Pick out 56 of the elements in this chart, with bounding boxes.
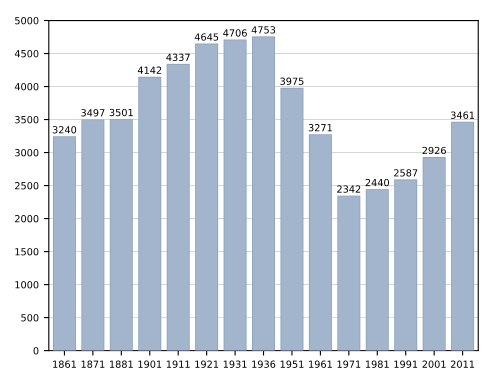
data-label: 4753 — [252, 26, 276, 34]
y-tick-label: 4500 — [14, 50, 38, 58]
data-label: 3240 — [52, 126, 76, 134]
y-tick-label: 500 — [21, 314, 38, 322]
bar — [366, 189, 389, 351]
x-tick-label: 1951 — [280, 360, 304, 368]
data-label: 4337 — [166, 54, 190, 62]
bar — [308, 134, 332, 351]
bar — [280, 88, 304, 351]
y-tick-label: 0 — [34, 347, 38, 354]
y-tick-label: 5000 — [15, 16, 38, 24]
x-tick-label: 1981 — [366, 360, 389, 368]
y-tick-label: 3500 — [15, 116, 38, 124]
bar — [252, 36, 276, 351]
x-tick-label: 1936 — [252, 360, 276, 368]
data-label: 4706 — [223, 29, 247, 37]
data-label: 2926 — [422, 146, 446, 154]
data-label: 4142 — [138, 66, 162, 74]
x-tick-label: 2001 — [422, 360, 446, 368]
bar — [224, 40, 247, 351]
bar — [337, 196, 360, 351]
y-tick-label: 3000 — [15, 149, 38, 156]
data-label: 2342 — [337, 185, 360, 193]
x-tick-label: 1991 — [394, 360, 418, 368]
data-label: 3497 — [81, 109, 104, 116]
data-label: 4645 — [194, 33, 218, 41]
x-tick-label: 2011 — [450, 360, 474, 368]
bar — [394, 179, 418, 351]
x-tick-label: 1911 — [166, 360, 190, 368]
bar — [138, 76, 162, 351]
bar — [166, 64, 190, 351]
x-tick-label: 1931 — [224, 360, 247, 368]
y-tick-label: 4000 — [14, 83, 38, 90]
y-tick-label: 1500 — [15, 248, 38, 256]
x-tick-label: 1901 — [138, 360, 162, 368]
data-label: 2587 — [394, 169, 418, 177]
bar — [110, 119, 133, 351]
x-tick-label: 1861 — [53, 360, 76, 368]
data-label: 3271 — [308, 124, 332, 132]
y-tick-label: 1000 — [15, 281, 38, 288]
data-label: 3461 — [450, 111, 474, 119]
bar — [81, 119, 104, 351]
x-tick-label: 1881 — [110, 360, 133, 368]
bar — [422, 157, 446, 351]
x-tick-label: 1971 — [338, 360, 360, 368]
bar — [52, 136, 76, 351]
x-tick-label: 1921 — [195, 360, 218, 368]
y-tick-label: 2000 — [15, 215, 38, 222]
data-label: 3975 — [280, 78, 304, 85]
x-tick-label: 1871 — [82, 360, 104, 368]
bar — [451, 122, 474, 351]
x-tick-label: 1961 — [309, 360, 332, 368]
y-tick-label: 2500 — [15, 182, 38, 190]
bar — [195, 44, 218, 351]
data-label: 2440 — [366, 178, 390, 186]
data-label: 3501 — [110, 108, 133, 116]
